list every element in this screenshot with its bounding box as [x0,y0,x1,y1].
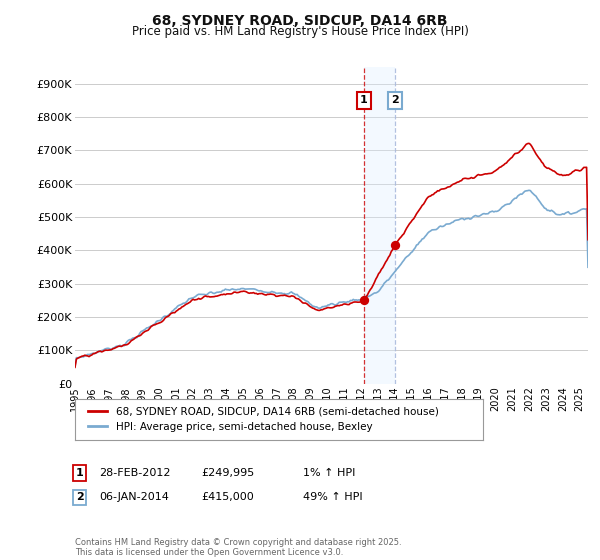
Text: 2: 2 [76,492,83,502]
Bar [364,67,395,384]
Text: 2: 2 [391,95,399,105]
Point [390,241,400,250]
Text: 1: 1 [76,468,83,478]
Text: 28-FEB-2012: 28-FEB-2012 [99,468,170,478]
Point [359,296,368,305]
Text: £415,000: £415,000 [201,492,254,502]
Text: Contains HM Land Registry data © Crown copyright and database right 2025.
This d: Contains HM Land Registry data © Crown c… [75,538,401,557]
Text: Price paid vs. HM Land Registry's House Price Index (HPI): Price paid vs. HM Land Registry's House … [131,25,469,38]
Text: £249,995: £249,995 [201,468,254,478]
Text: 1% ↑ HPI: 1% ↑ HPI [303,468,355,478]
Text: 68, SYDNEY ROAD, SIDCUP, DA14 6RB: 68, SYDNEY ROAD, SIDCUP, DA14 6RB [152,14,448,28]
Text: 49% ↑ HPI: 49% ↑ HPI [303,492,362,502]
Legend: 68, SYDNEY ROAD, SIDCUP, DA14 6RB (semi-detached house), HPI: Average price, sem: 68, SYDNEY ROAD, SIDCUP, DA14 6RB (semi-… [84,403,443,436]
Text: 06-JAN-2014: 06-JAN-2014 [99,492,169,502]
Text: 1: 1 [360,95,368,105]
